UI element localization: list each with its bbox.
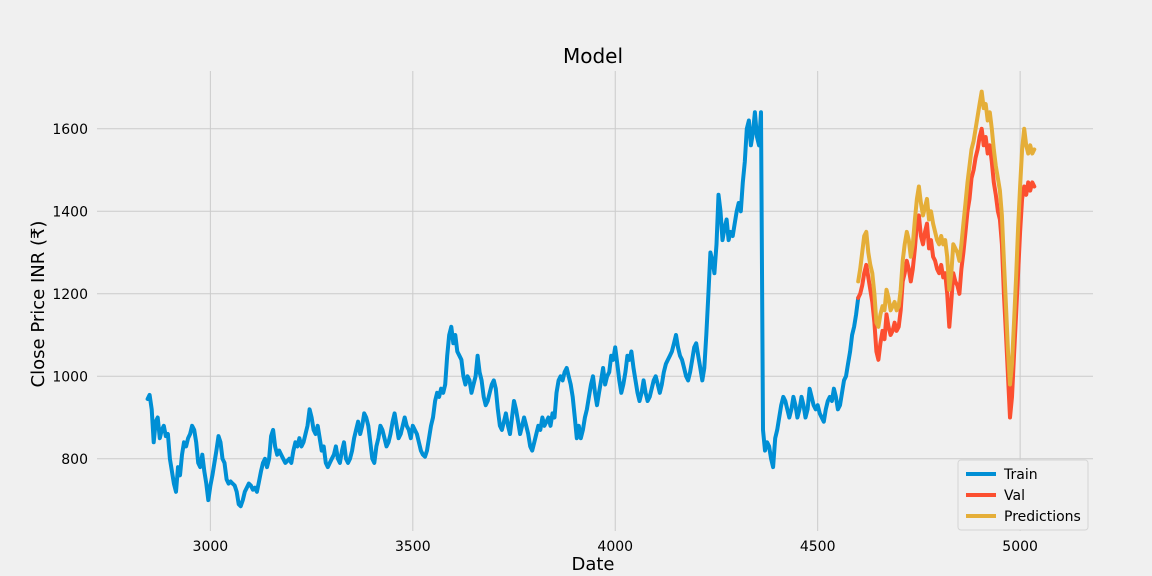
tick-label-layer: 3000 3500 4000 4500 5000 800 1000 1200 1400 1600 <box>52 122 1038 555</box>
y-tick-label: 1600 <box>52 122 88 138</box>
chart-title: Model <box>563 44 623 68</box>
legend-label-predictions: Predictions <box>1004 509 1081 525</box>
grid <box>97 71 1093 531</box>
y-tick-label: 800 <box>61 452 88 468</box>
x-tick-label: 4000 <box>597 539 633 555</box>
x-tick-label: 3000 <box>193 539 229 555</box>
x-tick-label: 5000 <box>1002 539 1038 555</box>
legend-label-train: Train <box>1003 467 1038 483</box>
legend-box <box>957 459 1089 531</box>
y-tick-label: 1400 <box>52 204 88 220</box>
series-line-predictions <box>856 89 1037 387</box>
y-tick-label: 1200 <box>52 287 88 303</box>
y-tick-label: 1000 <box>52 369 88 385</box>
y-axis-label: Close Price INR (₹) <box>28 221 49 388</box>
x-tick-label: 4500 <box>800 539 836 555</box>
legend: Train Val Predictions <box>957 459 1089 531</box>
series-layer <box>145 89 1037 509</box>
series-line-train <box>145 110 861 509</box>
x-tick-label: 3500 <box>395 539 431 555</box>
x-axis-label: Date <box>571 554 614 575</box>
legend-label-val: Val <box>1004 488 1025 504</box>
